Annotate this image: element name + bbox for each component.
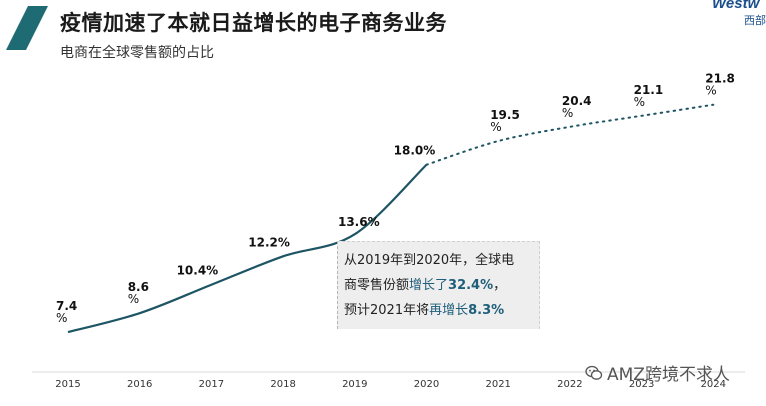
data-label: 13.6% [338,215,380,229]
accent-parallelogram [6,6,48,50]
data-label: 18.0% [394,144,436,158]
callout-growth-value: 32.4% [448,278,494,293]
wechat-icon [585,365,603,380]
x-tick-label: 2023 [629,379,654,390]
callout-line-3: 预计2021年将再增长8.3% [344,298,535,323]
x-tick-label: 2019 [342,379,367,390]
brand-logo: Westw [712,0,760,12]
callout-line-1: 从2019年到2020年，全球电 [344,253,515,268]
callout-line-2-suffix: ， [493,278,507,293]
data-label: 12.2% [248,235,290,249]
callout-line-2-prefix: 商零售份额 [344,278,410,293]
data-label: 10.4% [177,264,219,278]
callout-forecast-text: 再增长 [429,303,469,318]
data-label: 20.4% [562,94,592,120]
watermark: AMZ跨境不求人 [585,360,730,385]
x-tick-label: 2022 [557,379,582,390]
data-label: 8.6% [128,280,149,306]
x-tick-label: 2015 [55,379,80,390]
x-tick-label: 2021 [485,379,510,390]
data-label: 19.5% [490,108,520,134]
x-tick-label: 2017 [199,379,224,390]
x-tick-label: 2018 [270,379,295,390]
data-label: 7.4% [56,299,77,325]
watermark-text: AMZ跨境不求人 [607,365,730,385]
callout-growth-text: 增长了 [409,278,449,293]
x-tick-label: 2024 [701,379,726,390]
series-line-actual [67,163,428,334]
data-label: 21.1% [634,83,664,109]
x-tick-label: 2020 [414,379,439,390]
x-tick-label: 2016 [127,379,152,390]
callout-forecast-value: 8.3% [468,303,505,318]
brand-logo-subtext: 西部 [744,14,766,27]
data-label: 21.8% [705,72,735,98]
chart-subtitle: 电商在全球零售额的占比 [60,45,214,61]
callout-line-3-prefix: 预计2021年将 [344,303,430,318]
callout-line-2: 商零售份额增长了32.4%， [344,273,535,298]
callout-box: 从2019年到2020年，全球电 商零售份额增长了32.4%， 预计2021年将… [337,241,540,329]
page-title: 疫情加速了本就日益增长的电子商务业务 [60,11,447,35]
